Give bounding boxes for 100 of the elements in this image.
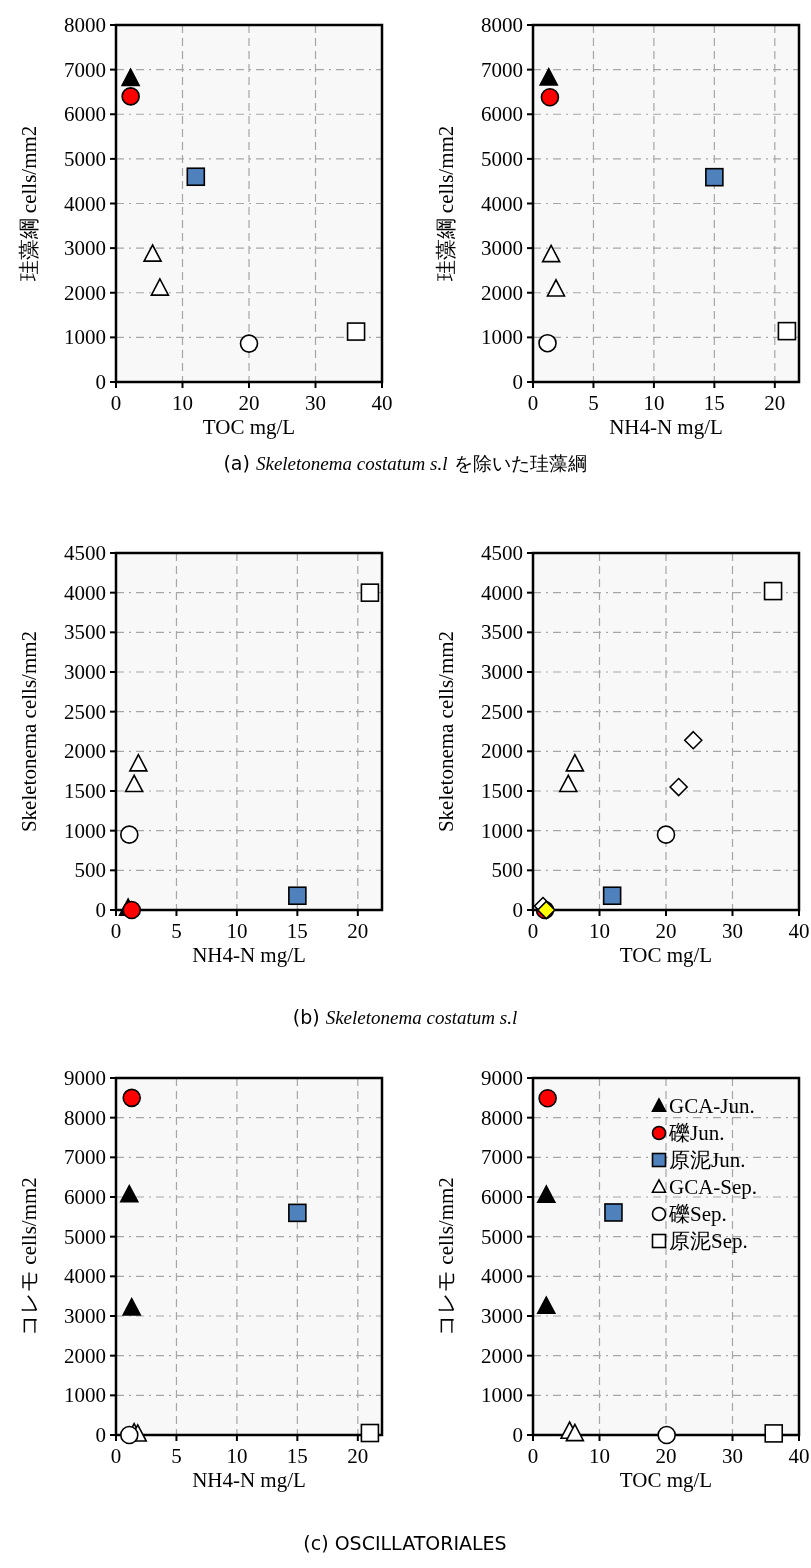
x-tick-label: 0 — [110, 1444, 122, 1468]
y-tick-label: 2500 — [481, 699, 523, 724]
y-tick-label: 0 — [95, 1423, 106, 1447]
legend-label: 礫Sep. — [668, 1202, 727, 1226]
y-tick-label: 9000 — [64, 1066, 106, 1090]
x-tick-label: 5 — [171, 919, 182, 943]
y-tick-label: 1000 — [64, 1383, 106, 1408]
y-tick-label: 1500 — [64, 779, 106, 803]
y-tick-label: 5000 — [481, 146, 523, 171]
y-tick-label: 0 — [512, 898, 523, 922]
text: (c) OSCILLATORIALES — [303, 1532, 507, 1554]
y-tick-label: 3000 — [64, 660, 106, 684]
legend-label: 原泥Sep. — [669, 1229, 748, 1253]
y-axis-title: 珪藻綱 cells/mm2 — [17, 125, 41, 282]
x-tick-label: 20 — [764, 391, 786, 415]
y-tick-label: 4000 — [481, 1264, 523, 1289]
x-tick-label: 30 — [722, 1444, 743, 1468]
x-axis-title: NH4-N mg/L — [609, 415, 723, 439]
x-axis-title: TOC mg/L — [619, 1468, 713, 1492]
y-tick-label: 7000 — [64, 57, 106, 82]
x-tick-label: 0 — [527, 391, 539, 415]
y-tick-label: 3000 — [481, 1304, 523, 1328]
legend-label: GCA-Sep. — [669, 1175, 758, 1199]
x-tick-label: 20 — [655, 919, 677, 943]
x-tick-label: 40 — [788, 919, 810, 943]
y-tick-label: 2500 — [64, 699, 106, 724]
x-tick-label: 10 — [589, 919, 610, 943]
y-tick-label: 2000 — [481, 739, 523, 764]
y-tick-label: 2000 — [481, 1343, 523, 1368]
y-tick-label: 4000 — [481, 580, 523, 605]
y-tick-label: 7000 — [481, 1145, 523, 1170]
y-tick-label: 4000 — [64, 580, 106, 605]
x-tick-label: 10 — [589, 1444, 610, 1468]
y-tick-label: 5000 — [64, 1224, 106, 1249]
y-tick-label: 1000 — [481, 325, 523, 350]
y-tick-label: 5000 — [64, 146, 106, 171]
x-tick-label: 0 — [110, 391, 122, 415]
y-tick-label: 8000 — [64, 13, 106, 37]
x-tick-label: 40 — [371, 391, 393, 415]
x-tick-label: 20 — [347, 1444, 369, 1468]
y-tick-label: 3000 — [481, 660, 523, 684]
x-tick-label: 10 — [226, 1444, 248, 1468]
y-axis-title: コレモ cells/mm2 — [434, 1177, 458, 1336]
x-tick-label: 20 — [347, 919, 369, 943]
x-tick-label: 15 — [703, 391, 725, 415]
x-tick-label: 5 — [588, 391, 599, 415]
y-tick-label: 4000 — [64, 1264, 106, 1289]
x-tick-label: 10 — [172, 391, 193, 415]
y-axis-title: コレモ cells/mm2 — [17, 1177, 41, 1336]
x-tick-label: 10 — [226, 919, 248, 943]
x-tick-label: 10 — [643, 391, 665, 415]
x-tick-label: 30 — [722, 919, 743, 943]
y-tick-label: 2000 — [64, 280, 106, 305]
y-axis-title: Skeletonema cells/mm2 — [17, 630, 41, 833]
y-tick-label: 1000 — [481, 818, 523, 843]
y-tick-label: 500 — [74, 858, 106, 883]
x-tick-label: 15 — [286, 1444, 308, 1468]
text: (a) Skeletonema costatum s.l を除いた珪藻綱 — [223, 452, 587, 474]
legend-label: 礫Jun. — [668, 1121, 725, 1145]
y-tick-label: 6000 — [64, 102, 106, 127]
x-tick-label: 30 — [305, 391, 326, 415]
y-tick-label: 3000 — [64, 1304, 106, 1328]
y-tick-label: 2000 — [64, 739, 106, 764]
y-tick-label: 7000 — [481, 57, 523, 82]
legend-label: GCA-Jun. — [669, 1094, 755, 1118]
y-axis-title: 珪藻綱 cells/mm2 — [434, 125, 458, 282]
y-tick-label: 1000 — [64, 325, 106, 350]
y-tick-label: 3500 — [64, 620, 106, 645]
y-tick-label: 500 — [491, 858, 523, 883]
y-tick-label: 0 — [512, 1423, 523, 1447]
x-tick-label: 0 — [110, 919, 122, 943]
y-tick-label: 4500 — [481, 541, 523, 565]
y-tick-label: 8000 — [64, 1105, 106, 1130]
y-tick-label: 4500 — [64, 541, 106, 565]
y-tick-label: 4000 — [64, 191, 106, 216]
y-tick-label: 5000 — [481, 1224, 523, 1249]
y-tick-label: 3000 — [64, 236, 106, 261]
x-axis-title: TOC mg/L — [202, 415, 296, 439]
text: (b) Skeletonema costatum s.l — [292, 1006, 518, 1028]
x-tick-label: 5 — [171, 1444, 182, 1468]
y-tick-label: 3000 — [481, 236, 523, 261]
y-tick-label: 0 — [95, 370, 106, 394]
y-axis-title: Skeletonema cells/mm2 — [434, 630, 458, 833]
y-tick-label: 2000 — [64, 1343, 106, 1368]
y-tick-label: 1000 — [64, 818, 106, 843]
y-tick-label: 3500 — [481, 620, 523, 645]
y-tick-label: 0 — [512, 370, 523, 394]
x-tick-label: 40 — [788, 1444, 810, 1468]
legend-label: 原泥Jun. — [669, 1148, 746, 1172]
x-tick-label: 20 — [238, 391, 260, 415]
y-tick-label: 0 — [95, 898, 106, 922]
y-tick-label: 7000 — [64, 1145, 106, 1170]
x-tick-label: 20 — [655, 1444, 677, 1468]
x-tick-label: 15 — [286, 919, 308, 943]
y-tick-label: 1500 — [481, 779, 523, 803]
y-tick-label: 8000 — [481, 13, 523, 37]
y-tick-label: 6000 — [64, 1185, 106, 1209]
y-tick-label: 4000 — [481, 191, 523, 216]
y-tick-label: 6000 — [481, 1185, 523, 1209]
y-tick-label: 8000 — [481, 1105, 523, 1130]
